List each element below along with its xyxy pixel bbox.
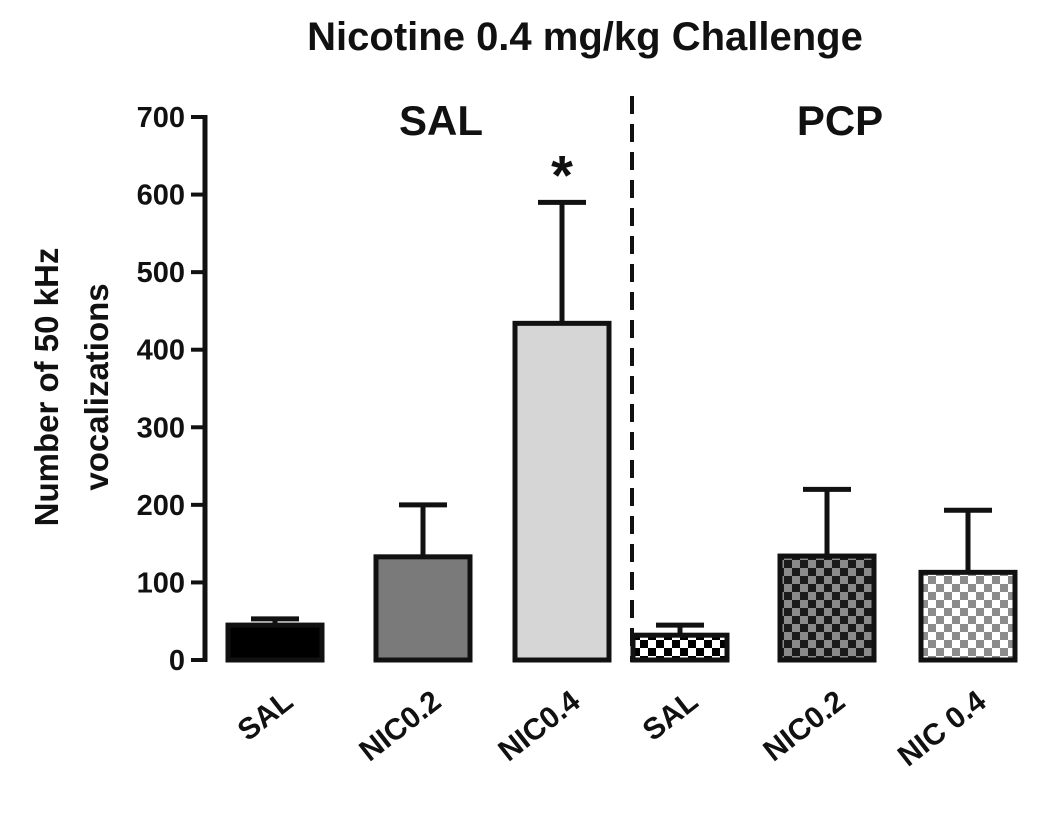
bar xyxy=(777,553,877,663)
category-labels: SAL NIC0.2 NIC0.4 SAL NIC0.2 NIC 0.4 xyxy=(232,684,993,773)
y-axis-label: Number of 50 kHz vocalizations xyxy=(28,248,115,527)
category-label: SAL xyxy=(637,685,705,748)
bars xyxy=(225,320,1018,663)
y-tick-label: 100 xyxy=(137,567,185,599)
y-axis-label-line-2: vocalizations xyxy=(78,283,115,490)
bar xyxy=(918,569,1018,663)
y-tick-label: 500 xyxy=(137,257,185,289)
bar xyxy=(512,320,612,663)
y-tick-label: 600 xyxy=(137,180,185,212)
y-tick-label: 200 xyxy=(137,490,185,522)
group-label-sal: SAL xyxy=(399,97,483,144)
bar xyxy=(630,632,730,663)
significance-markers: * xyxy=(551,143,573,206)
category-label: SAL xyxy=(232,685,300,748)
significance-star: * xyxy=(551,143,573,206)
y-tick-label: 700 xyxy=(137,102,185,134)
group-label-pcp: PCP xyxy=(797,97,883,144)
category-label: NIC 0.4 xyxy=(892,684,993,773)
bar xyxy=(225,622,325,663)
category-label: NIC0.2 xyxy=(757,685,851,768)
y-ticks: 0 100 200 300 400 500 600 700 xyxy=(137,102,205,677)
category-label: NIC0.2 xyxy=(353,685,447,768)
y-tick-label: 0 xyxy=(169,645,185,677)
y-tick-label: 300 xyxy=(137,412,185,444)
chart-title: Nicotine 0.4 mg/kg Challenge xyxy=(307,15,863,59)
y-axis-label-line-1: Number of 50 kHz xyxy=(28,248,65,527)
y-tick-label: 400 xyxy=(137,335,185,367)
error-bars xyxy=(251,199,992,636)
category-label: NIC0.4 xyxy=(492,684,586,768)
bar xyxy=(373,554,473,663)
